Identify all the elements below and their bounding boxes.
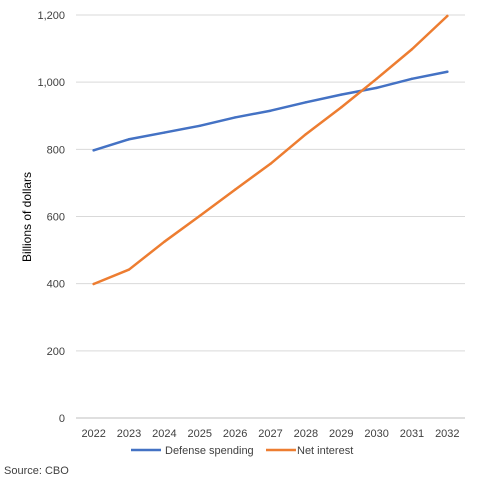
data-point — [375, 86, 378, 90]
y-tick-label: 400 — [47, 279, 65, 291]
y-tick-label: 0 — [59, 413, 65, 425]
data-point — [127, 138, 131, 141]
data-point — [304, 133, 308, 136]
data-point — [163, 131, 166, 134]
data-point — [446, 70, 449, 73]
data-point — [198, 214, 201, 218]
data-point — [92, 282, 95, 286]
data-point — [304, 101, 308, 104]
x-tick-label: 2025 — [188, 428, 212, 440]
x-tick-label: 2030 — [364, 428, 388, 440]
y-tick-label: 1,000 — [37, 77, 65, 89]
data-point — [410, 48, 414, 51]
legend-label: Net interest — [297, 445, 353, 457]
y-tick-label: 1,200 — [37, 10, 65, 22]
x-tick-label: 2022 — [81, 428, 105, 440]
net-interest-line — [92, 14, 449, 286]
data-point — [233, 188, 237, 191]
x-tick-label: 2029 — [329, 428, 353, 440]
data-point — [340, 93, 343, 96]
x-tick-label: 2032 — [435, 428, 459, 440]
data-point — [269, 162, 272, 165]
source-note: Source: CBO — [4, 465, 69, 477]
x-tick-label: 2031 — [400, 428, 424, 440]
x-tick-label: 2023 — [117, 428, 141, 440]
data-point — [198, 124, 201, 128]
data-point — [340, 106, 343, 109]
legend: Defense spending Net interest — [131, 445, 353, 457]
x-tick-label: 2027 — [258, 428, 282, 440]
data-point — [269, 109, 272, 112]
axes: 0 200 400 600 800 1,000 1,200 2022 2023 2024 2025 2… — [37, 10, 465, 440]
y-tick-label: 200 — [47, 346, 65, 358]
y-axis-title: Billions of dollars — [20, 172, 34, 262]
data-point — [127, 268, 131, 271]
x-tick-label: 2026 — [223, 428, 247, 440]
legend-label: Defense spending — [165, 445, 254, 457]
x-tick-label: 2028 — [294, 428, 318, 440]
series-lines — [92, 14, 449, 286]
data-point — [163, 240, 166, 243]
gridlines — [76, 14, 465, 352]
x-tick-label: 2024 — [152, 428, 176, 440]
data-point — [446, 14, 449, 18]
y-tick-label: 600 — [47, 212, 65, 224]
data-point — [233, 116, 237, 119]
data-point — [92, 149, 95, 152]
data-point — [375, 77, 378, 81]
y-tick-label: 800 — [47, 144, 65, 156]
data-point — [410, 77, 414, 81]
